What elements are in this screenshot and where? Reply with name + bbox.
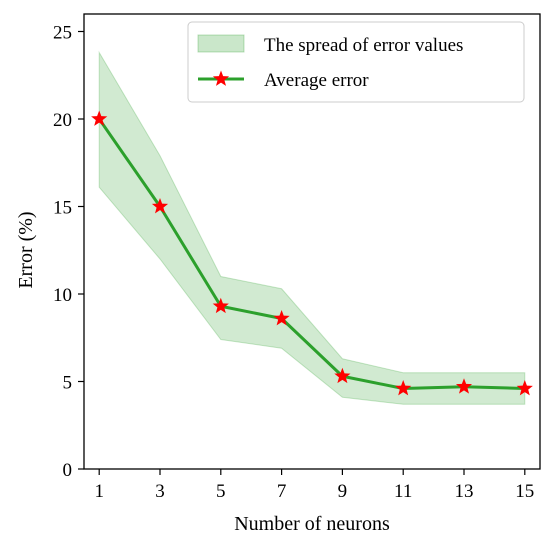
spread-band-layer bbox=[98, 50, 526, 405]
y-tick-label: 0 bbox=[63, 460, 73, 481]
y-tick-label: 10 bbox=[53, 285, 72, 306]
legend-frame bbox=[187, 21, 525, 103]
average-error-point bbox=[516, 380, 533, 396]
y-tick-label: 5 bbox=[63, 373, 73, 394]
legend: The spread of error values Average error bbox=[187, 21, 525, 103]
plot-frame bbox=[83, 13, 541, 470]
y-tick-label: 25 bbox=[53, 23, 72, 44]
x-tick-label: 5 bbox=[216, 481, 226, 502]
axes bbox=[83, 13, 541, 470]
x-tick-label: 9 bbox=[338, 481, 348, 502]
x-tick-label: 7 bbox=[277, 481, 287, 502]
average-error-point bbox=[455, 378, 473, 394]
legend-band-swatch bbox=[197, 34, 245, 53]
legend-star-icon bbox=[212, 70, 230, 86]
x-tick-label: 13 bbox=[455, 481, 474, 502]
average-error-point bbox=[151, 198, 169, 214]
x-tick-label: 3 bbox=[155, 481, 165, 502]
legend-band-label: The spread of error values bbox=[264, 35, 463, 56]
y-tick-label: 15 bbox=[53, 198, 72, 219]
average-error-point bbox=[212, 297, 229, 314]
average-error-point bbox=[91, 110, 108, 126]
x-axis-label: Number of neurons bbox=[234, 513, 390, 535]
y-tick-label: 20 bbox=[53, 110, 72, 131]
average-error-point bbox=[334, 367, 351, 384]
y-axis-label: Error (%) bbox=[15, 211, 37, 288]
spread-band bbox=[98, 50, 526, 405]
average-error-line bbox=[97, 118, 525, 390]
average-error-point bbox=[395, 380, 412, 396]
average-markers-layer bbox=[91, 110, 533, 396]
x-tick-label: 1 bbox=[94, 481, 104, 502]
x-tick-label: 15 bbox=[515, 481, 534, 502]
average-error-point bbox=[273, 310, 290, 326]
legend-line-label: Average error bbox=[264, 70, 369, 91]
x-tick-label: 11 bbox=[394, 481, 412, 502]
average-line-layer bbox=[97, 118, 525, 390]
legend-star-marker bbox=[212, 70, 230, 86]
